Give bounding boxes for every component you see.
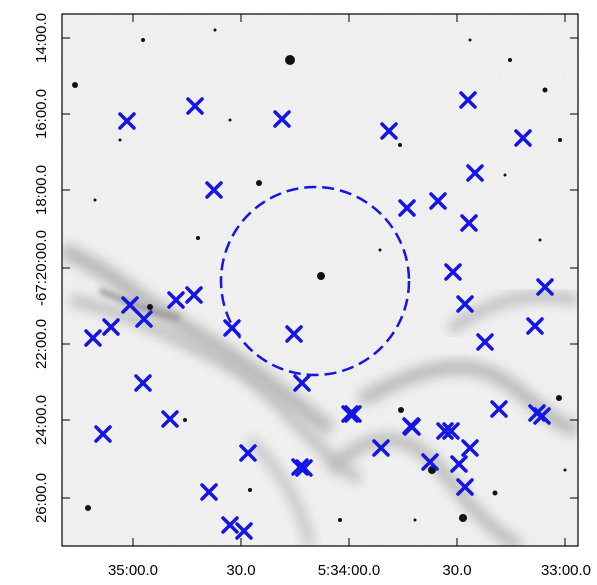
x-marker <box>476 333 494 351</box>
x-marker <box>205 181 223 199</box>
y-tick-label: -67:20:00.0 <box>33 230 50 306</box>
x-marker <box>344 405 362 423</box>
x-marker <box>118 112 136 130</box>
x-marker <box>421 453 439 471</box>
y-tick-label: 22:00.0 <box>33 319 50 369</box>
x-tick-label: 30.0 <box>442 562 471 579</box>
plot-frame <box>61 13 579 547</box>
x-marker <box>285 325 303 343</box>
x-marker <box>402 417 420 435</box>
x-marker <box>456 295 474 313</box>
x-marker <box>456 478 474 496</box>
x-marker <box>429 192 447 210</box>
x-marker <box>398 199 416 217</box>
x-marker <box>461 439 479 457</box>
x-marker <box>200 483 218 501</box>
x-marker <box>372 439 390 457</box>
x-marker <box>102 318 120 336</box>
x-marker <box>167 291 185 309</box>
tick-marks <box>62 14 578 546</box>
x-marker <box>459 91 477 109</box>
x-marker <box>526 317 544 335</box>
x-marker <box>291 458 309 476</box>
star-field <box>72 28 567 522</box>
x-marker <box>450 455 468 473</box>
x-marker <box>223 319 241 337</box>
x-marker <box>121 296 139 314</box>
x-marker <box>84 329 102 347</box>
x-marker <box>293 374 311 392</box>
x-marker <box>533 407 551 425</box>
source-markers <box>84 91 554 540</box>
x-marker <box>444 263 462 281</box>
x-tick-label: 33:00.0 <box>541 562 591 579</box>
sky-image <box>62 14 578 546</box>
x-marker <box>514 129 532 147</box>
x-marker <box>460 214 478 232</box>
x-marker <box>221 516 239 534</box>
x-tick-label: 35:00.0 <box>108 562 158 579</box>
x-marker <box>380 122 398 140</box>
x-tick-labels: 35:00.0 30.0 5:34:00.0 30.0 33:00.0 <box>108 562 591 579</box>
x-marker <box>442 422 460 440</box>
x-tick-label: 5:34:00.0 <box>318 562 381 579</box>
x-marker <box>273 110 291 128</box>
x-marker <box>536 278 554 296</box>
x-marker <box>436 422 454 440</box>
x-marker <box>94 425 112 443</box>
x-marker <box>186 97 204 115</box>
x-marker <box>135 310 153 328</box>
y-tick-label: 14:00.0 <box>33 13 50 63</box>
x-marker <box>161 410 179 428</box>
y-tick-label: 18:00.0 <box>33 165 50 215</box>
nebula-filaments <box>62 242 578 546</box>
x-marker <box>466 164 484 182</box>
x-marker <box>235 522 253 540</box>
y-tick-label: 26:00.0 <box>33 473 50 523</box>
x-marker <box>490 400 508 418</box>
x-tick-label: 30.0 <box>226 562 255 579</box>
y-tick-label: 24:00.0 <box>33 395 50 445</box>
x-marker <box>341 405 359 423</box>
y-tick-label: 16:00.0 <box>33 89 50 139</box>
region-circle <box>219 185 411 377</box>
x-marker <box>239 444 257 462</box>
x-marker <box>134 374 152 392</box>
y-tick-labels: 14:00.0 16:00.0 18:00.0 -67:20:00.0 22:0… <box>33 13 50 523</box>
x-marker <box>185 286 203 304</box>
x-marker <box>295 459 313 477</box>
